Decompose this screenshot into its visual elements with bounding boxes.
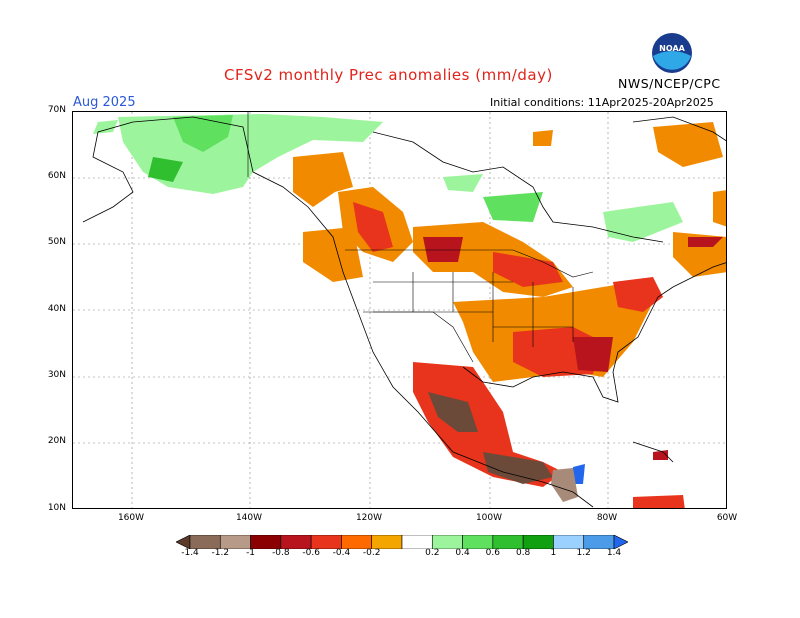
legend-swatch bbox=[176, 535, 191, 549]
lat-label: 20N bbox=[47, 436, 66, 446]
forecast-month: Aug 2025 bbox=[73, 95, 136, 110]
initial-conditions: Initial conditions: 11Apr2025-20Apr2025 bbox=[490, 96, 714, 109]
lat-label: 70N bbox=[47, 105, 66, 115]
map-canvas bbox=[73, 112, 726, 508]
chart-title: CFSv2 monthly Prec anomalies (mm/day) bbox=[224, 66, 553, 84]
legend-swatch bbox=[219, 535, 251, 549]
legend-swatch bbox=[189, 535, 221, 549]
legend-swatch bbox=[613, 535, 628, 549]
legend-swatch bbox=[371, 535, 403, 549]
lon-label: 80W bbox=[596, 513, 618, 523]
legend-swatch bbox=[522, 535, 554, 549]
lat-label: 30N bbox=[47, 370, 66, 380]
legend-swatch bbox=[341, 535, 373, 549]
legend-swatch bbox=[492, 535, 524, 549]
legend-swatch bbox=[280, 535, 312, 549]
legend-swatch bbox=[250, 535, 282, 549]
lat-label: 10N bbox=[47, 503, 66, 513]
legend-tick-label: 1 bbox=[550, 548, 557, 558]
legend-tick-label: 1.2 bbox=[576, 548, 591, 558]
legend-swatch bbox=[583, 535, 615, 549]
coastlines bbox=[82, 116, 726, 508]
legend-tick-label: 0.8 bbox=[515, 548, 531, 558]
positive-anomaly-areas bbox=[93, 114, 683, 484]
legend-tick-label: 1.4 bbox=[606, 548, 622, 558]
legend-tick-label: 0.2 bbox=[425, 548, 440, 558]
noaa-logo-icon: NOAA bbox=[652, 33, 692, 73]
color-legend-bar bbox=[176, 535, 628, 549]
legend-swatch bbox=[431, 535, 463, 549]
legend-tick-label: -0.2 bbox=[362, 548, 381, 558]
legend-tick-label: -1.4 bbox=[181, 548, 199, 558]
logo-text: NOAA bbox=[659, 44, 685, 53]
lon-label: 120W bbox=[355, 513, 383, 523]
forecast-map bbox=[72, 111, 727, 509]
legend-tick-label: -0.8 bbox=[272, 548, 290, 558]
lat-label: 60N bbox=[47, 171, 66, 181]
legend-swatch bbox=[401, 535, 433, 549]
legend-swatch bbox=[310, 535, 342, 549]
legend-tick-label: -1 bbox=[246, 548, 256, 558]
lat-label: 40N bbox=[47, 304, 66, 314]
lon-label: 160W bbox=[117, 513, 145, 523]
legend-tick-label: -1.2 bbox=[211, 548, 230, 558]
lat-label: 50N bbox=[47, 237, 66, 247]
legend-tick-label: -0.6 bbox=[302, 548, 320, 558]
political-borders bbox=[247, 112, 594, 363]
negative-anomaly-areas bbox=[293, 122, 726, 508]
agency-label: NWS/NCEP/CPC bbox=[618, 76, 721, 91]
legend-swatch bbox=[553, 535, 585, 549]
legend-tick-label: -0.4 bbox=[332, 548, 351, 558]
lon-label: 140W bbox=[235, 513, 263, 523]
lon-label: 100W bbox=[475, 513, 503, 523]
legend-tick-label: 0.4 bbox=[455, 548, 470, 558]
legend-tick-label: 0.6 bbox=[485, 548, 500, 558]
lon-label: 60W bbox=[716, 513, 738, 523]
legend-swatch bbox=[462, 535, 494, 549]
